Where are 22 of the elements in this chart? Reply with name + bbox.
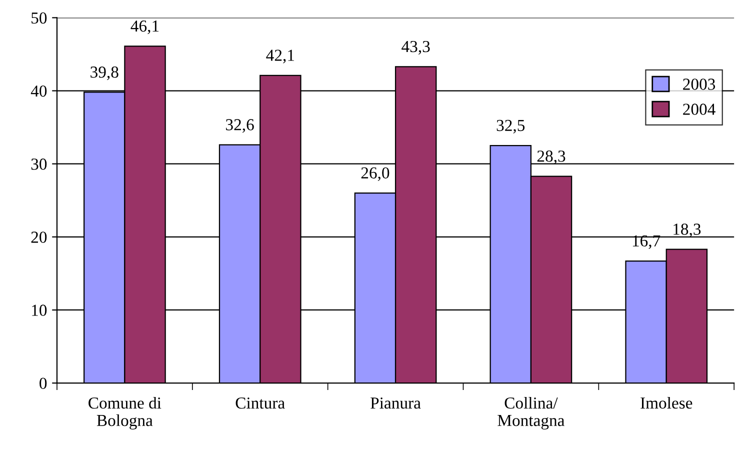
data-label: 42,1 — [266, 50, 294, 64]
data-label: 43,3 — [402, 40, 430, 55]
data-label: 32,6 — [226, 119, 254, 133]
y-tick-label: 40 — [30, 85, 47, 97]
y-tick-label: 50 — [32, 12, 47, 24]
data-label: 28,3 — [537, 150, 566, 164]
data-label: 26,0 — [361, 167, 390, 181]
x-tick-label: Collina/ Montagna — [498, 396, 565, 430]
data-label: 46,1 — [130, 20, 159, 34]
data-label: 18,3 — [674, 224, 701, 238]
data-label: 39,8 — [90, 66, 118, 80]
data-label: 32,5 — [496, 120, 525, 134]
y-tick-label: 30 — [31, 158, 47, 170]
legend-label: 2004 — [683, 104, 716, 115]
x-tick-label: Pianura — [370, 397, 421, 409]
legend-label: 2003 — [683, 78, 716, 90]
x-tick-label: Imolese — [640, 396, 692, 409]
x-tick-label: Cintura — [236, 397, 285, 409]
y-tick-label: 10 — [32, 304, 47, 316]
y-tick-label: 0 — [40, 378, 47, 389]
x-tick-label: Comune di Bologna — [88, 396, 162, 430]
y-tick-label: 20 — [31, 232, 47, 243]
